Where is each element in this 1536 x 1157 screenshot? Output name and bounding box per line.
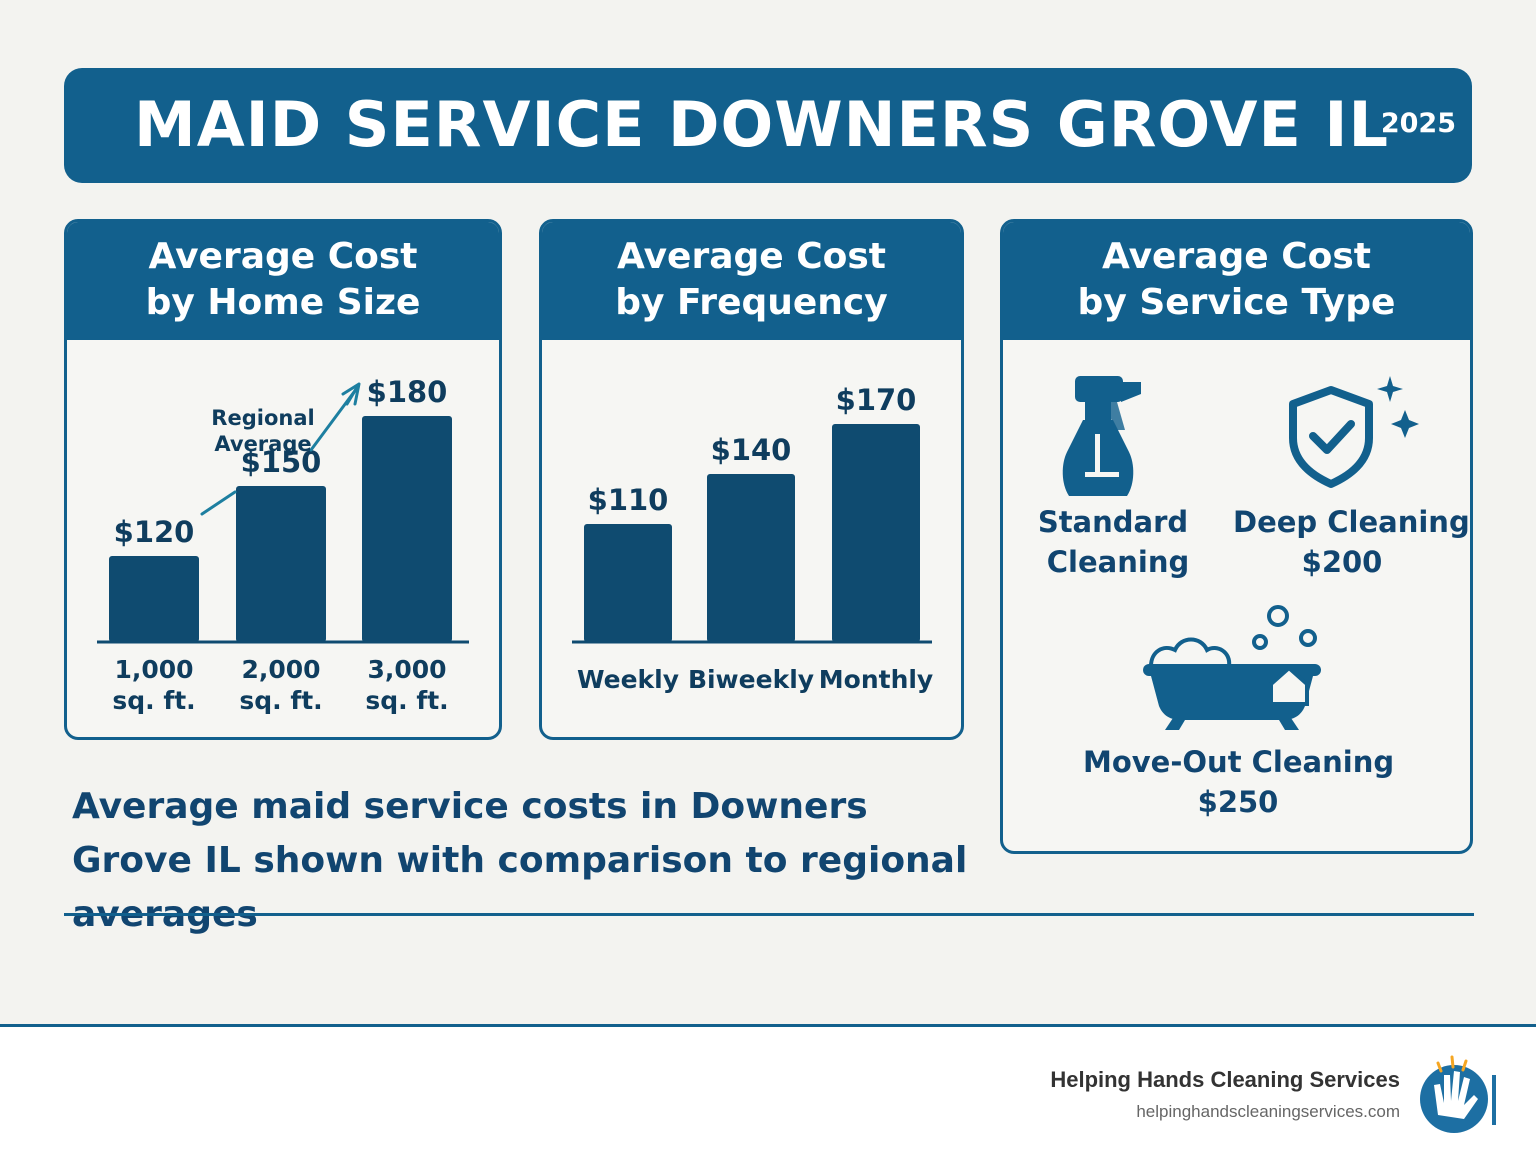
data-label-2: $170 [836, 383, 917, 417]
annotation-line1: Regional [211, 406, 314, 430]
home-size-panel-header: Average Cost by Home Size [67, 222, 499, 340]
home-size-panel: Average Cost by Home Size $120 1,000 sq. f… [64, 219, 502, 740]
chart-caption: Average maid service costs in Downers Gr… [72, 786, 968, 935]
home-size-title-line1: Average Cost [148, 236, 418, 277]
deep-cleaning-label: Deep Cleaning $200 [1233, 502, 1470, 582]
bar-1 [236, 486, 326, 642]
standard-cleaning-label: Standard Cleaning [1033, 502, 1193, 582]
service-type-title-line2: by Service Type [1077, 282, 1396, 323]
divider [64, 913, 1474, 916]
frequency-panel-header: Average Cost by Frequency [542, 222, 961, 340]
move-out-cleaning-label: Move-Out Cleaning $250 [1083, 742, 1395, 822]
frequency-title-line2: by Frequency [615, 282, 888, 323]
company-name: Helping Hands Cleaning Services [1050, 1067, 1400, 1092]
bathtub-icon [1143, 605, 1321, 730]
category-label-0-1: sq. ft. [112, 686, 195, 715]
deep-cleaning-price: $200 [1301, 545, 1383, 579]
frequency-panel: Average Cost by Frequency $110 Weekly $140… [539, 219, 964, 740]
company-url-link[interactable]: helpinghandscleaningservices.com [1136, 1102, 1400, 1121]
bar-0 [109, 556, 199, 642]
hand-logo-icon [1420, 1055, 1496, 1133]
bar-2 [362, 416, 452, 642]
standard-cleaning-line2: Cleaning [1046, 545, 1190, 579]
bar-1 [707, 474, 795, 642]
year-badge: 2025 [1380, 108, 1456, 139]
bar-0 [584, 524, 672, 642]
title-banner: MAID SERVICE DOWNERS GROVE IL 2025 [64, 68, 1472, 183]
footer: Helping Hands Cleaning Services helpingh… [0, 1024, 1536, 1157]
move-out-cleaning-line1: Move-Out Cleaning [1083, 745, 1395, 779]
category-label-1-1: sq. ft. [239, 686, 322, 715]
service-type-panel: Average Cost by Service Type Standard Cl… [1000, 219, 1473, 854]
shield-check-icon [1289, 376, 1419, 488]
data-label-1: $150 [241, 445, 322, 479]
home-size-title-line2: by Home Size [145, 282, 421, 323]
category-label-2-1: sq. ft. [365, 686, 448, 715]
category-label-1-0: Biweekly [688, 665, 814, 694]
data-label-1: $140 [711, 433, 792, 467]
annotation-line2: Average [214, 432, 311, 456]
deep-cleaning-line1: Deep Cleaning [1233, 505, 1470, 539]
service-type-title-line1: Average Cost [1101, 236, 1371, 277]
move-out-cleaning-price: $250 [1197, 785, 1279, 819]
frequency-chart: $110 Weekly $140 Biweekly $170 Monthly [572, 383, 933, 694]
regional-average-arrowhead [341, 382, 361, 406]
category-label-1-0: 2,000 [241, 655, 320, 684]
data-label-2: $180 [367, 375, 448, 409]
page-title: MAID SERVICE DOWNERS GROVE IL [134, 88, 1389, 161]
service-type-panel-header: Average Cost by Service Type [1003, 222, 1470, 340]
frequency-title-line1: Average Cost [616, 236, 886, 277]
category-label-0-0: 1,000 [114, 655, 193, 684]
bar-2 [832, 424, 920, 642]
spray-bottle-icon [1062, 376, 1141, 496]
data-label-0: $110 [588, 483, 669, 517]
data-label-0: $120 [114, 515, 195, 549]
standard-cleaning-line1: Standard [1037, 505, 1189, 539]
category-label-2-0: Monthly [819, 665, 933, 694]
category-label-2-0: 3,000 [367, 655, 446, 684]
category-label-0-0: Weekly [577, 665, 679, 694]
